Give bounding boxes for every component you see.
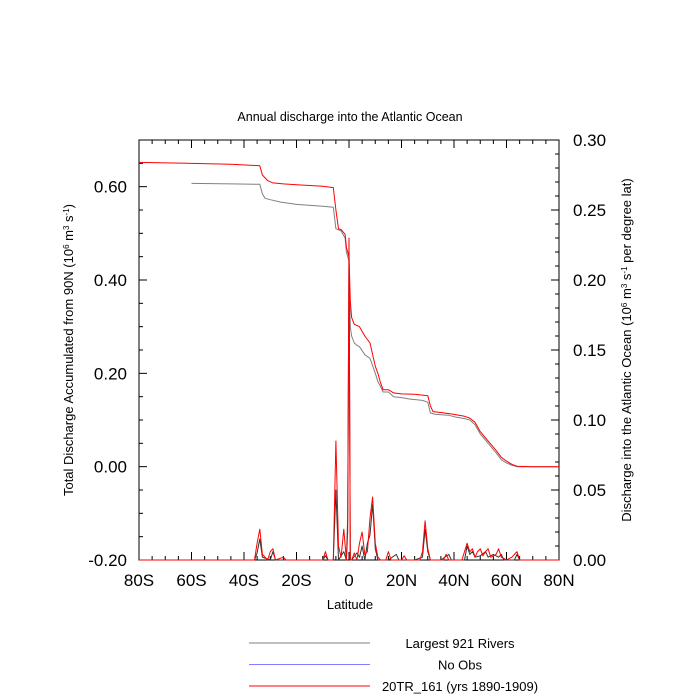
y-left-tick-label: 0.00 [94, 458, 127, 477]
x-tick-label: 60S [176, 571, 206, 590]
y-right-tick-label: 0.00 [573, 551, 606, 570]
chart-title: Annual discharge into the Atlantic Ocean [237, 110, 462, 124]
x-tick-label: 40N [438, 571, 469, 590]
y-left-tick-label: 0.60 [94, 178, 127, 197]
y-axis-right-label: Discharge into the Atlantic Ocean (106 m… [619, 178, 634, 521]
y-axis-left-label: Total Discharge Accumulated from 90N (10… [61, 204, 76, 496]
x-axis-label: Latitude [327, 597, 373, 612]
y-right-tick-label: 0.10 [573, 411, 606, 430]
y-right-tick-label: 0.15 [573, 341, 606, 360]
x-tick-label: 80S [124, 571, 154, 590]
y-left-tick-label: 0.40 [94, 271, 127, 290]
y-left-tick-label: 0.20 [94, 364, 127, 383]
legend-label: 20TR_161 (yrs 1890-1909) [382, 679, 538, 694]
series-layer [138, 161, 559, 561]
y-right-tick-label: 0.05 [573, 481, 606, 500]
series-line-left-2 [138, 161, 559, 468]
x-tick-label: 60N [491, 571, 522, 590]
axis-ticks: 80S 60S 40S 20S 0 20N 40N 60N 80N -0.20 0.00 0.20 0.… [88, 131, 606, 590]
y-right-tick-label: 0.20 [573, 271, 606, 290]
x-tick-label: 20S [281, 571, 311, 590]
x-tick-label: 0 [344, 571, 353, 590]
series-line-right-4 [139, 237, 559, 561]
series-line-left-0 [191, 182, 559, 468]
x-tick-label: 40S [229, 571, 259, 590]
legend-label: No Obs [438, 658, 483, 673]
x-tick-label: 20N [386, 571, 417, 590]
y-left-tick-label: -0.20 [88, 551, 127, 570]
y-right-tick-label: 0.25 [573, 201, 606, 220]
legend-label: Largest 921 Rivers [405, 636, 515, 651]
x-tick-label: 80N [543, 571, 574, 590]
y-right-tick-label: 0.30 [573, 131, 606, 150]
legend: Largest 921 Rivers No Obs 20TR_161 (yrs 18… [249, 636, 538, 694]
